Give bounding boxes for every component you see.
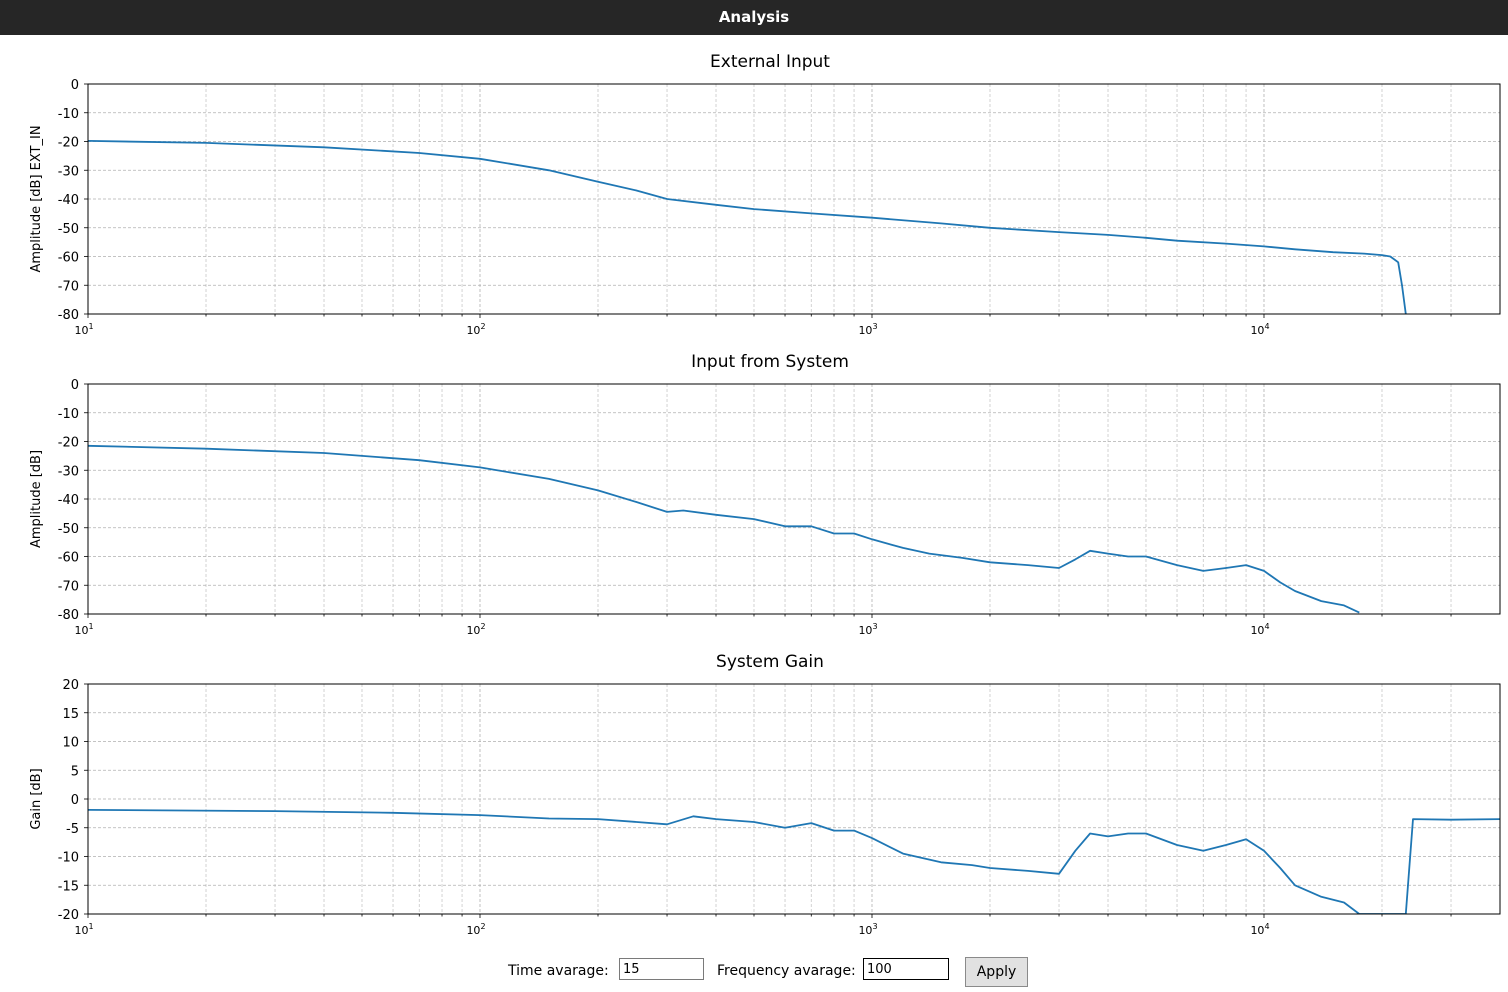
y-tick-label: -5 (66, 822, 79, 837)
y-tick-label: -40 (58, 493, 79, 508)
y-tick-label: -70 (58, 579, 79, 594)
y-tick-label: -20 (58, 136, 79, 151)
y-tick-label: -40 (58, 193, 79, 208)
y-tick-label: -30 (58, 164, 79, 179)
x-tick-label: 102 (466, 622, 485, 637)
y-axis-label: Amplitude [dB] (29, 450, 44, 548)
y-tick-label: -10 (58, 107, 79, 122)
data-series-line (88, 140, 1407, 314)
frequency-average-input[interactable] (863, 958, 949, 980)
y-tick-label: -50 (58, 222, 79, 237)
x-tick-label: 101 (74, 922, 93, 937)
y-tick-label: 0 (71, 793, 79, 808)
y-tick-label: -10 (58, 851, 79, 866)
apply-button[interactable]: Apply (965, 957, 1028, 987)
y-tick-label: 15 (62, 707, 79, 722)
y-tick-label: -30 (58, 464, 79, 479)
y-tick-label: -60 (58, 551, 79, 566)
y-tick-label: -70 (58, 279, 79, 294)
y-tick-label: 5 (71, 764, 79, 779)
x-tick-label: 101 (74, 322, 93, 337)
y-axis-label: Gain [dB] (29, 768, 44, 829)
y-tick-label: 20 (62, 678, 79, 693)
x-tick-label: 102 (466, 922, 485, 937)
x-tick-label: 104 (1250, 622, 1269, 637)
x-tick-label: 102 (466, 322, 485, 337)
chart-title: System Gain (716, 652, 824, 672)
y-tick-label: -80 (58, 308, 79, 323)
y-tick-label: 0 (71, 378, 79, 393)
chart-panel-3: 101 102 103 104 20 15 10 5 0 -5 -10 -15 -20 System Ga… (29, 652, 1501, 937)
y-axis-label: Amplitude [dB] EXT_IN (29, 125, 44, 272)
y-tick-label: -20 (58, 436, 79, 451)
data-series-line (88, 444, 1360, 614)
frequency-average-label: Frequency avarage: (717, 963, 856, 979)
time-average-input[interactable] (619, 958, 704, 980)
x-tick-label: 103 (858, 622, 877, 637)
chart-title: Input from System (691, 352, 849, 372)
controls-bar: Time avarage: Frequency avarage: Apply (0, 956, 1508, 990)
y-tick-label: -50 (58, 522, 79, 537)
time-average-label: Time avarage: (508, 963, 609, 979)
y-tick-label: -10 (58, 407, 79, 422)
chart-title: External Input (710, 52, 830, 72)
chart-panel-2: 101 102 103 104 0 -10 -20 -30 -40 -50 -60 -70 -80 Inp… (29, 352, 1501, 637)
y-tick-label: -60 (58, 251, 79, 266)
y-tick-label: -20 (58, 908, 79, 923)
axes-frame (87, 383, 1501, 615)
plots-figure: 101 102 103 1040-10-20-30-40-50-60-70-80Ext… (29, 52, 1501, 937)
axes-frame (87, 683, 1501, 915)
x-tick-label: 104 (1250, 922, 1269, 937)
window-title: Analysis (0, 0, 1508, 35)
chart-panel-1: 101 102 103 104 0 -10 -20 -30 -40 -50 -60 -70 -80 Ext… (29, 52, 1501, 337)
y-tick-label: -15 (58, 879, 79, 894)
x-tick-label: 101 (74, 622, 93, 637)
data-series-line (88, 809, 1500, 914)
y-tick-label: -80 (58, 608, 79, 623)
x-tick-label: 104 (1250, 322, 1269, 337)
y-tick-label: 0 (71, 78, 79, 93)
y-tick-label: 10 (62, 736, 79, 751)
axes-frame (87, 83, 1501, 315)
x-tick-label: 103 (858, 322, 877, 337)
x-tick-label: 103 (858, 922, 877, 937)
